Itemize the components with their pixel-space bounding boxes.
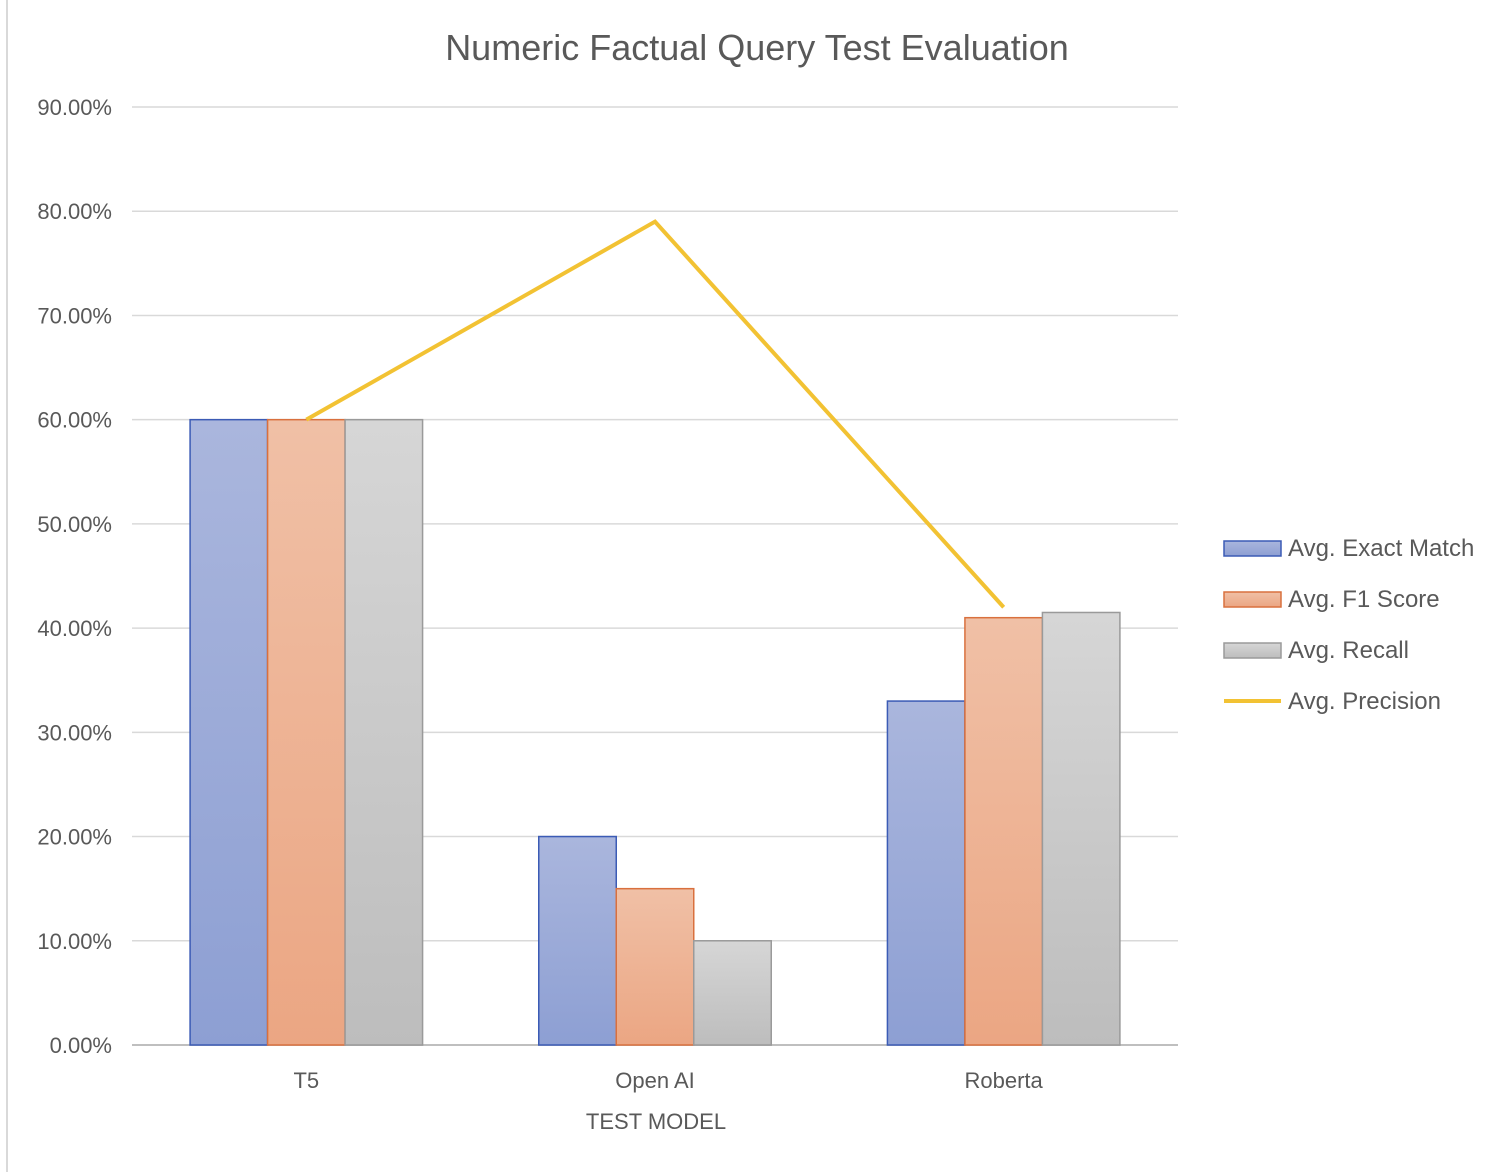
y-tick-label: 80.00% — [37, 199, 112, 224]
bars — [189, 418, 1121, 1046]
y-tick-label: 0.00% — [50, 1033, 112, 1058]
legend-swatch — [1223, 642, 1282, 659]
chart-title: Numeric Factual Query Test Evaluation — [445, 27, 1069, 68]
precision-line-layer — [305, 219, 1006, 609]
legend-label: Avg. Precision — [1288, 688, 1441, 715]
legend-swatch — [1223, 540, 1282, 557]
legend: Avg. Exact Match Avg. F1 Score Avg. Recall… — [1223, 535, 1474, 715]
y-tick-label: 50.00% — [37, 512, 112, 537]
line-series-precision — [305, 219, 1006, 609]
legend-label: Avg. Exact Match — [1288, 535, 1474, 562]
bar-avg-f1-score-open-ai — [615, 887, 695, 1046]
bar-avg-exact-match-open-ai — [538, 835, 617, 1046]
y-tick-label: 30.00% — [37, 720, 112, 745]
bar-avg-f1-score-t5 — [266, 418, 346, 1046]
y-tick-label: 40.00% — [37, 616, 112, 641]
legend-label: Avg. F1 Score — [1288, 586, 1440, 613]
x-tick-label: Roberta — [965, 1068, 1044, 1093]
bar-avg-f1-score-roberta — [964, 616, 1044, 1046]
x-tick-label: Open AI — [615, 1068, 695, 1093]
x-tick-label: T5 — [293, 1068, 319, 1093]
y-tick-label: 90.00% — [37, 95, 112, 120]
y-tick-label: 70.00% — [37, 303, 112, 328]
bar-avg-exact-match-roberta — [886, 700, 966, 1046]
legend-label: Avg. Recall — [1288, 637, 1409, 664]
bar-avg-recall-roberta — [1041, 611, 1121, 1046]
bar-avg-exact-match-t5 — [189, 418, 269, 1046]
y-tick-label: 20.00% — [37, 825, 112, 850]
y-axis-ticks: 0.00% 10.00% 20.00% 30.00% 40.00% 50.00% 60.00… — [37, 95, 112, 1058]
legend-swatch — [1223, 591, 1282, 608]
bar-avg-recall-open-ai — [693, 940, 772, 1046]
y-tick-label: 10.00% — [37, 929, 112, 954]
y-tick-label: 60.00% — [37, 408, 112, 433]
x-axis-title: TEST MODEL — [586, 1109, 726, 1134]
bar-avg-recall-t5 — [344, 418, 424, 1046]
x-axis-ticks: T5 Open AI Roberta — [293, 1068, 1043, 1093]
